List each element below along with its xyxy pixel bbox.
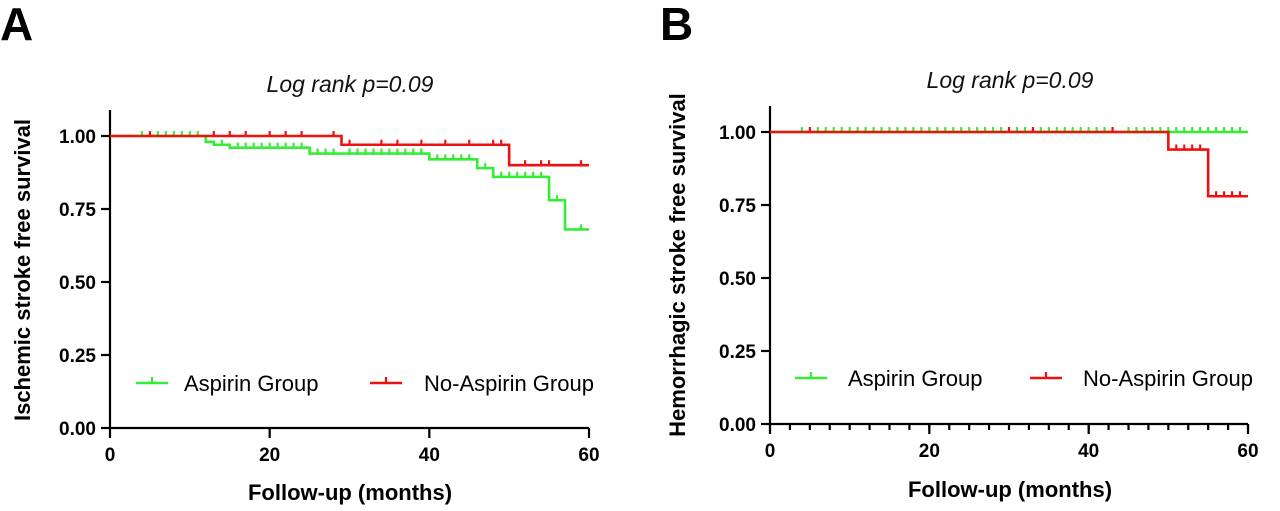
survival-step-line: [770, 130, 1248, 198]
survival-step-line: [110, 134, 589, 231]
series-no-aspirin-group: [110, 131, 589, 167]
x-axis-label: Follow-up (months): [248, 480, 452, 505]
y-tick-label: 0.00: [719, 415, 756, 436]
chart-title: Log rank p=0.09: [927, 67, 1094, 93]
series-no-aspirin-group: [770, 127, 1248, 198]
legend-item-no-aspirin: No-Aspirin Group: [370, 371, 594, 396]
chart-title: Log rank p=0.09: [267, 71, 434, 97]
x-tick-label: 40: [419, 445, 440, 466]
legend-item-no-aspirin: No-Aspirin Group: [1030, 366, 1253, 391]
x-tick-label: 20: [919, 441, 940, 462]
y-tick-label: 0.50: [719, 269, 756, 290]
y-tick-label: 0.75: [719, 196, 756, 217]
legend-label: Aspirin Group: [848, 366, 983, 391]
x-tick-label: 20: [259, 445, 280, 466]
y-tick-label: 0.75: [59, 200, 96, 221]
x-tick-label: 0: [105, 445, 116, 466]
legend-item-aspirin: Aspirin Group: [136, 371, 319, 396]
x-tick-label: 40: [1078, 441, 1099, 462]
y-axis-label: Hemorrhagic stroke free survival: [665, 93, 690, 437]
legend-label: No-Aspirin Group: [1083, 366, 1253, 391]
survival-step-line: [110, 134, 589, 167]
legend-label: Aspirin Group: [184, 371, 319, 396]
chart-panel-a: A Log rank p=0.09 Ischemic stroke free sur…: [0, 0, 600, 505]
y-axis-label: Ischemic stroke free survival: [10, 119, 35, 421]
y-tick-label: 1.00: [59, 127, 96, 148]
y-tick-label: 0.50: [59, 273, 96, 294]
x-tick-label: 0: [765, 441, 776, 462]
y-tick-label: 0.00: [59, 419, 96, 440]
panel-label: A: [0, 0, 33, 50]
x-tick-label: 60: [1237, 441, 1258, 462]
panel-label: B: [660, 0, 693, 50]
legend-item-aspirin: Aspirin Group: [795, 366, 983, 391]
y-tick-label: 0.25: [719, 342, 756, 363]
x-tick-label: 60: [578, 445, 599, 466]
chart-panel-b: B Log rank p=0.09 Hemorrhagic stroke free …: [660, 0, 1259, 502]
y-tick-label: 1.00: [719, 123, 756, 144]
y-tick-label: 0.25: [59, 346, 96, 367]
x-axis-label: Follow-up (months): [908, 477, 1112, 502]
legend-label: No-Aspirin Group: [424, 371, 594, 396]
